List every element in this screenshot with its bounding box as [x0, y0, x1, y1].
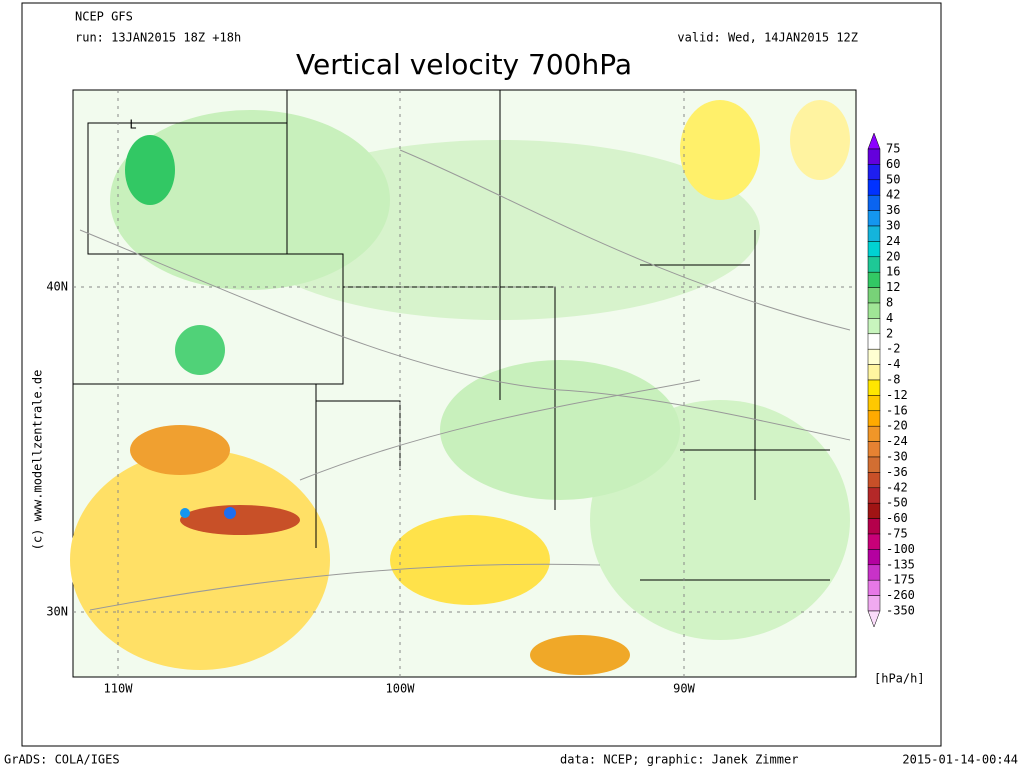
colorbar-segment: [867, 179, 881, 196]
footer-right: 2015-01-14-00:44: [902, 753, 1018, 767]
colorbar-label: -12: [886, 388, 908, 402]
colorbar-label: 12: [886, 280, 900, 294]
colorbar-label: 2: [886, 326, 893, 340]
colorbar-segment: [867, 549, 881, 566]
colorbar-segment: [867, 271, 881, 288]
colorbar-label: -42: [886, 480, 908, 494]
colorbar-label: -36: [886, 465, 908, 479]
colorbar-cap: [867, 132, 881, 150]
colorbar-label: 42: [886, 188, 900, 202]
x-label: 90W: [673, 682, 695, 696]
colorbar-label: -30: [886, 450, 908, 464]
colorbar-label: -260: [886, 588, 915, 602]
colorbar-segment: [867, 256, 881, 273]
colorbar-segment: [867, 441, 881, 458]
colorbar-label: 75: [886, 142, 900, 156]
colorbar: 75605042363024201612842-2-4-8-12-16-20-2…: [867, 132, 915, 628]
colorbar-segment: [867, 518, 881, 535]
colorbar-segment: [867, 210, 881, 227]
colorbar-segment: [867, 395, 881, 412]
colorbar-segment: [867, 456, 881, 473]
colorbar-segment: [867, 348, 881, 365]
title: Vertical velocity 700hPa: [296, 48, 632, 81]
colorbar-label: 20: [886, 249, 900, 263]
footer-center: data: NCEP; graphic: Janek Zimmer: [560, 753, 798, 767]
colorbar-segment: [867, 148, 881, 165]
colorbar-segment: [867, 302, 881, 319]
colorbar-segment: [867, 287, 881, 304]
colorbar-label: 4: [886, 311, 893, 325]
colorbar-segment: [867, 164, 881, 181]
colorbar-label: -8: [886, 373, 900, 387]
colorbar-segment: [867, 364, 881, 381]
colorbar-segment: [867, 241, 881, 258]
colorbar-segment: [867, 225, 881, 242]
colorbar-label: -75: [886, 527, 908, 541]
run: run: 13JAN2015 18Z +18h: [75, 31, 241, 45]
x-label: 110W: [104, 682, 134, 696]
colorbar-segment: [867, 502, 881, 519]
watermark: (c) www.modellzentrale.de: [31, 370, 45, 551]
colorbar-segment: [867, 564, 881, 581]
colorbar-label: -50: [886, 496, 908, 510]
colorbar-label: 16: [886, 265, 900, 279]
colorbar-label: -24: [886, 434, 908, 448]
colorbar-segment: [867, 595, 881, 612]
colorbar-segment: [867, 579, 881, 596]
colorbar-label: -135: [886, 557, 915, 571]
colorbar-segment: [867, 425, 881, 442]
colorbar-label: 24: [886, 234, 900, 248]
y-label: 30N: [46, 605, 68, 619]
low-marker: L: [129, 118, 136, 132]
x-label: 100W: [386, 682, 416, 696]
colorbar-label: -350: [886, 604, 915, 618]
colorbar-label: -100: [886, 542, 915, 556]
colorbar-label: -60: [886, 511, 908, 525]
colorbar-label: 50: [886, 172, 900, 186]
colorbar-label: -175: [886, 573, 915, 587]
colorbar-segment: [867, 318, 881, 335]
colorbar-segment: [867, 379, 881, 396]
colorbar-label: 8: [886, 296, 893, 310]
colorbar-label: 30: [886, 219, 900, 233]
colorbar-segment: [867, 410, 881, 427]
colorbar-segment: [867, 194, 881, 211]
colorbar-label: 60: [886, 157, 900, 171]
colorbar-label: -16: [886, 403, 908, 417]
y-label: 40N: [46, 280, 68, 294]
colorbar-segment: [867, 333, 881, 350]
colorbar-segment: [867, 533, 881, 550]
colorbar-label: -2: [886, 342, 900, 356]
map: L: [70, 89, 857, 678]
colorbar-segment: [867, 487, 881, 504]
model: NCEP GFS: [75, 10, 133, 24]
unit: [hPa/h]: [874, 672, 925, 686]
colorbar-label: -20: [886, 419, 908, 433]
colorbar-cap: [867, 610, 881, 628]
colorbar-label: 36: [886, 203, 900, 217]
footer-left: GrADS: COLA/IGES: [4, 753, 120, 767]
valid: valid: Wed, 14JAN2015 12Z: [677, 31, 858, 45]
colorbar-label: -4: [886, 357, 900, 371]
frame: [21, 2, 942, 747]
colorbar-segment: [867, 472, 881, 489]
